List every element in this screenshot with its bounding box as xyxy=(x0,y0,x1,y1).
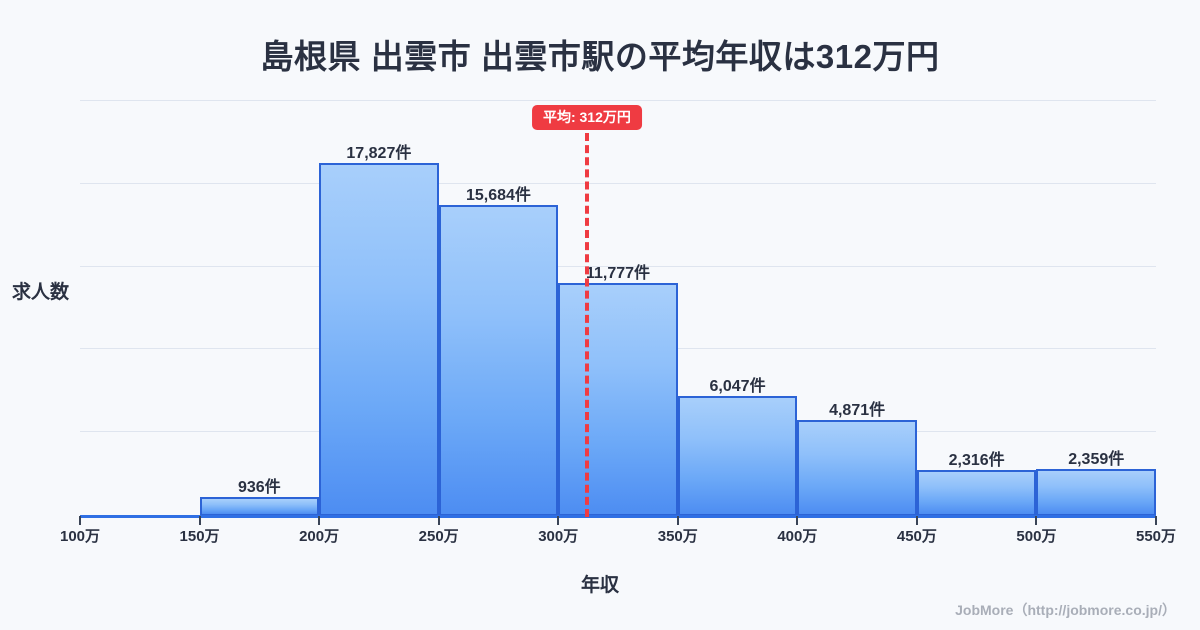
chart-title: 島根県 出雲市 出雲市駅の平均年収は312万円 xyxy=(260,38,940,75)
gridline xyxy=(80,100,1156,101)
watermark: JobMore（http://jobmore.co.jp/） xyxy=(955,602,1176,618)
x-axis-tick xyxy=(557,516,560,525)
average-badge: 平均: 312万円 xyxy=(531,105,642,130)
x-axis-tick-label: 450万 xyxy=(896,528,937,545)
bar-value-label: 15,684件 xyxy=(465,187,531,205)
bar-value-label: 11,777件 xyxy=(585,264,651,282)
x-axis-tick-label: 350万 xyxy=(657,528,698,545)
x-axis-tick xyxy=(79,516,81,525)
x-axis-line xyxy=(80,515,1156,518)
x-axis-tick xyxy=(1155,516,1157,525)
x-axis-tick-label: 100万 xyxy=(59,528,101,545)
bar-value-label: 936件 xyxy=(237,479,281,497)
x-axis-tick xyxy=(676,516,679,525)
x-axis-tick xyxy=(915,516,918,525)
x-axis-tick-label: 300万 xyxy=(538,528,579,545)
x-axis-tick xyxy=(437,516,440,525)
x-axis-tick xyxy=(318,516,321,525)
average-line xyxy=(584,133,589,517)
x-axis-tick-label: 400万 xyxy=(777,528,818,545)
x-axis-tick-label: 200万 xyxy=(299,528,340,545)
bar-value-label: 2,316件 xyxy=(948,452,1005,470)
bar[interactable] xyxy=(199,497,320,516)
bar-value-label: 4,871件 xyxy=(829,401,886,419)
x-axis-tick-label: 150万 xyxy=(179,528,220,545)
bar[interactable] xyxy=(797,419,917,516)
plot-area xyxy=(80,100,1156,516)
bar[interactable] xyxy=(1036,469,1156,516)
y-axis-title: 求人数 xyxy=(12,282,70,303)
bar[interactable] xyxy=(438,205,559,516)
gridline xyxy=(80,266,1156,267)
bar[interactable] xyxy=(916,470,1037,516)
x-axis-tick-label: 500万 xyxy=(1016,528,1057,545)
x-axis-tick xyxy=(198,516,201,525)
bar[interactable] xyxy=(319,162,439,516)
x-axis-tick-label: 250万 xyxy=(418,528,459,545)
bar-value-label: 6,047件 xyxy=(709,378,766,396)
gridline xyxy=(80,183,1156,184)
bar-value-label: 17,827件 xyxy=(346,144,412,162)
x-axis-tick xyxy=(1035,516,1038,525)
bar[interactable] xyxy=(677,396,798,516)
x-axis-tick-label: 550万 xyxy=(1135,528,1177,545)
bar[interactable] xyxy=(558,282,678,516)
bar-value-label: 2,359件 xyxy=(1068,451,1125,469)
x-axis-tick xyxy=(796,516,799,525)
x-axis-title: 年収 xyxy=(580,575,619,596)
